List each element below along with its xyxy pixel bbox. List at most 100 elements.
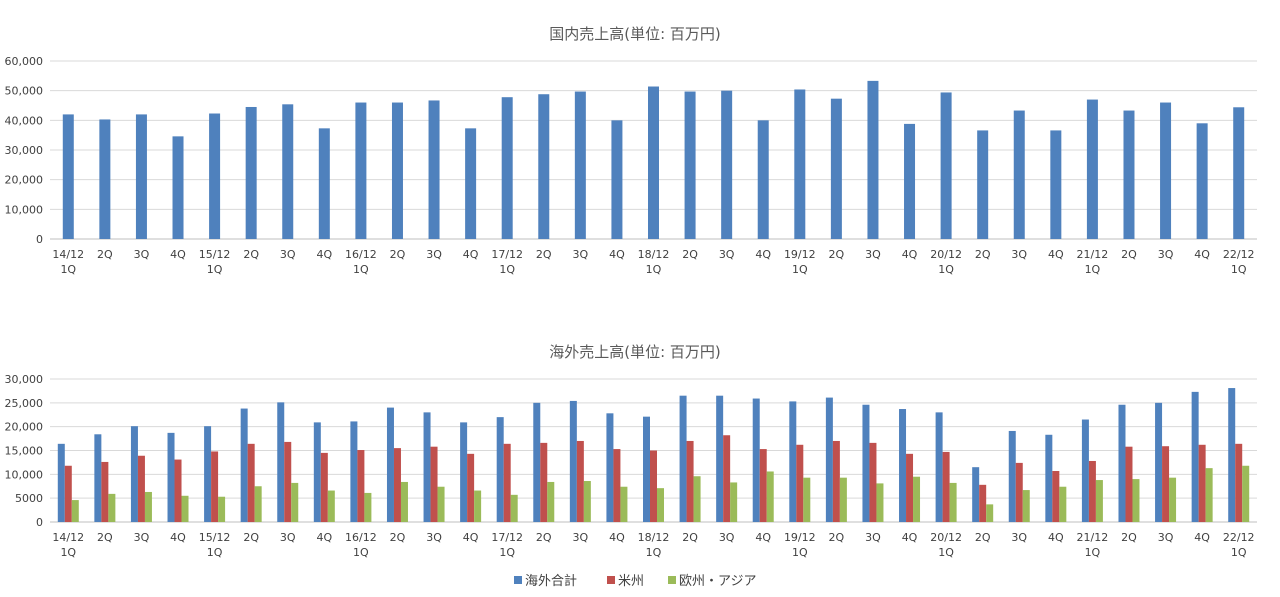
x-tick-label: 3Q [865, 248, 881, 261]
overseas-bar-europe-asia [327, 490, 335, 522]
overseas-bar-europe-asia [803, 477, 811, 522]
x-tick-label: 2Q [243, 248, 259, 261]
x-tick-label: 4Q [609, 248, 625, 261]
overseas-bar-americas [613, 449, 621, 522]
x-tick-label: 2Q [390, 248, 406, 261]
domestic-bar-overseas-total [209, 113, 221, 239]
overseas-bar-americas [796, 444, 804, 522]
y-tick-label: 10,000 [5, 468, 44, 481]
overseas-bar-europe-asia [949, 482, 957, 522]
y-tick-label: 15,000 [5, 445, 44, 458]
x-tick-sublabel: 1Q [1231, 546, 1247, 559]
x-tick-label: 2Q [390, 531, 406, 544]
overseas-bar-americas [211, 451, 219, 522]
overseas-bar-europe-asia [181, 495, 189, 522]
x-tick-label: 4Q [463, 248, 479, 261]
x-tick-label: 3Q [865, 531, 881, 544]
x-tick-label: 18/12 [638, 531, 670, 544]
domestic-bar-overseas-total [62, 114, 74, 239]
x-tick-label: 4Q [463, 531, 479, 544]
overseas-bar-overseas-total [423, 412, 431, 522]
x-tick-label: 17/12 [491, 248, 523, 261]
x-tick-label: 20/12 [930, 248, 962, 261]
x-tick-label: 2Q [975, 248, 991, 261]
x-tick-sublabel: 1Q [646, 546, 662, 559]
overseas-bar-americas [393, 448, 401, 522]
overseas-bar-americas [540, 442, 548, 522]
x-tick-label: 3Q [719, 248, 735, 261]
y-tick-label: 0 [36, 516, 43, 529]
y-tick-label: 5000 [15, 492, 43, 505]
overseas-bar-overseas-total [862, 404, 870, 522]
legend-label-europe-asia: 欧州・アジア [679, 574, 756, 589]
domestic-bar-overseas-total [1013, 110, 1025, 239]
overseas-bar-americas [942, 451, 950, 522]
overseas-bar-overseas-total [1045, 434, 1053, 522]
x-tick-label: 4Q [902, 531, 918, 544]
x-tick-label: 16/12 [345, 531, 377, 544]
chart-legend: 海外合計 米州 欧州・アジア [514, 573, 756, 589]
domestic-bar-overseas-total [99, 119, 111, 239]
overseas-bar-europe-asia [547, 481, 555, 522]
x-tick-label: 3Q [573, 531, 589, 544]
overseas-bar-overseas-total [935, 412, 943, 522]
overseas-bar-americas [503, 443, 511, 522]
x-tick-label: 2Q [1121, 531, 1137, 544]
overseas-bar-overseas-total [1228, 388, 1236, 522]
overseas-bar-europe-asia [657, 488, 664, 522]
domestic-bar-overseas-total [1233, 107, 1245, 239]
x-tick-label: 19/12 [784, 531, 816, 544]
x-tick-label: 3Q [426, 531, 442, 544]
overseas-bar-americas [1088, 460, 1096, 522]
overseas-bar-overseas-total [899, 409, 907, 522]
overseas-bar-europe-asia [291, 482, 299, 522]
overseas-bar-americas [906, 453, 914, 522]
x-tick-label: 3Q [134, 531, 150, 544]
overseas-bar-overseas-total [386, 407, 394, 522]
x-tick-label: 3Q [719, 531, 735, 544]
overseas-bar-overseas-total [277, 402, 285, 522]
overseas-bar-overseas-total [789, 401, 797, 522]
domestic-bar-overseas-total [355, 102, 367, 240]
domestic-bar-overseas-total [172, 136, 184, 239]
x-tick-sublabel: 1Q [1085, 546, 1101, 559]
overseas-bar-americas [869, 442, 877, 522]
y-tick-label: 25,000 [5, 397, 44, 410]
overseas-bar-europe-asia [913, 476, 921, 522]
overseas-bar-americas [723, 435, 731, 522]
y-tick-label: 30,000 [5, 373, 44, 386]
domestic-bar-overseas-total [867, 80, 879, 239]
overseas-bar-europe-asia [1242, 465, 1250, 522]
overseas-bar-europe-asia [766, 471, 774, 522]
overseas-bar-americas [576, 440, 584, 522]
legend-label-overseas-total: 海外合計 [525, 573, 577, 589]
domestic-bar-overseas-total [1196, 123, 1208, 239]
overseas-sales-chart: 海外売上高(単位: 百万円) 0 5000 10,000 15,000 20,000 25… [5, 343, 1257, 559]
x-tick-label: 21/12 [1077, 248, 1109, 261]
x-tick-label: 4Q [609, 531, 625, 544]
overseas-bar-overseas-total [643, 416, 650, 522]
x-tick-label: 14/12 [52, 531, 84, 544]
x-tick-label: 2Q [975, 531, 991, 544]
x-tick-label: 2Q [536, 248, 552, 261]
overseas-bar-americas [247, 443, 255, 522]
domestic-bar-overseas-total [684, 91, 696, 239]
overseas-bar-europe-asia [876, 483, 884, 522]
overseas-bar-europe-asia [986, 504, 994, 522]
x-tick-label: 3Q [280, 248, 296, 261]
overseas-bar-europe-asia [693, 476, 701, 522]
x-tick-label: 4Q [755, 248, 771, 261]
overseas-bar-overseas-total [204, 426, 212, 522]
domestic-bar-overseas-total [794, 89, 806, 239]
x-tick-sublabel: 1Q [792, 546, 808, 559]
overseas-bar-americas [1235, 443, 1243, 522]
overseas-bar-europe-asia [1022, 490, 1030, 522]
x-tick-label: 4Q [316, 531, 332, 544]
overseas-bar-overseas-total [533, 402, 541, 522]
overseas-bar-americas [1198, 444, 1206, 522]
overseas-bar-europe-asia [510, 494, 518, 522]
overseas-bar-overseas-total [679, 395, 687, 522]
overseas-bar-overseas-total [167, 432, 175, 522]
overseas-bar-americas [284, 441, 292, 522]
x-tick-label: 3Q [426, 248, 442, 261]
